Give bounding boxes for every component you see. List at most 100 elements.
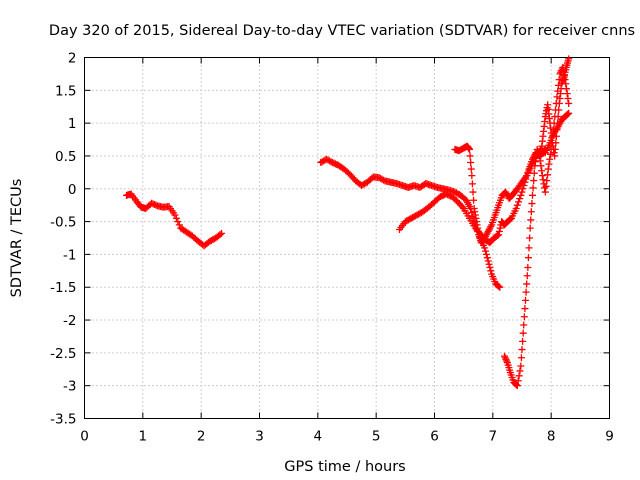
x-tick-label: 8 [547, 429, 556, 445]
data-point [555, 106, 563, 114]
data-point [514, 377, 522, 385]
x-tick-label: 5 [372, 429, 381, 445]
data-point [517, 362, 525, 370]
data-point [526, 234, 534, 242]
data-point [466, 152, 474, 160]
data-point [466, 145, 473, 153]
plot-frame [84, 57, 610, 419]
data-point [522, 173, 529, 181]
y-tick-label: -1.5 [50, 280, 76, 296]
data-point [542, 182, 550, 190]
data-point [552, 139, 560, 147]
data-point [519, 337, 527, 345]
x-tick-label: 2 [197, 429, 206, 445]
grid [84, 57, 610, 419]
data-point [564, 110, 572, 118]
x-tick-label: 0 [80, 429, 89, 445]
data-point [518, 188, 526, 196]
y-tick-label: 0 [68, 182, 77, 198]
data-point [544, 171, 552, 179]
data-point [515, 198, 522, 206]
data-point [524, 254, 532, 262]
data-point [470, 196, 478, 204]
y-tick-label: 1.5 [55, 83, 76, 99]
data-point [546, 155, 554, 163]
data-point [522, 288, 530, 296]
data-point [519, 329, 527, 337]
data-point [172, 214, 180, 222]
data-point [485, 260, 493, 268]
data-point [544, 165, 552, 173]
data-point [501, 354, 509, 362]
data-point [546, 150, 554, 158]
data-point [496, 224, 504, 232]
data-point [495, 282, 503, 290]
data-point [541, 188, 549, 196]
data-point [495, 227, 503, 235]
data-point [494, 232, 501, 240]
data-point [522, 296, 529, 304]
data-point [553, 126, 561, 134]
data-point [556, 70, 564, 78]
data-point [487, 223, 495, 231]
series-arc-6 [537, 55, 573, 160]
y-tick-label: -3 [63, 379, 76, 395]
series-arc-3 [396, 145, 549, 247]
series-arc-2 [317, 155, 504, 291]
data-point [467, 165, 475, 173]
data-point [520, 321, 528, 329]
data-point [526, 224, 534, 232]
data-point [468, 180, 476, 188]
y-tick-label: -3.5 [50, 412, 76, 428]
data-point [218, 229, 226, 237]
data-point [538, 167, 546, 175]
data-point [496, 283, 504, 291]
data-point [520, 313, 528, 321]
data-point [563, 90, 571, 98]
data-point [565, 99, 573, 107]
data-point [543, 177, 551, 185]
data-point [483, 254, 491, 262]
x-tick-label: 4 [314, 429, 323, 445]
data-point [551, 152, 559, 160]
data-point [512, 204, 520, 212]
data-point [515, 372, 523, 380]
data-point [512, 381, 520, 389]
data-point [538, 172, 546, 180]
y-axis-label: SDTVAR / TECUs [9, 179, 25, 298]
y-tick-label: 2 [68, 51, 77, 67]
data-point [523, 280, 531, 288]
data-point [524, 264, 532, 272]
data-point [467, 159, 475, 167]
series-arc-5 [501, 63, 573, 390]
y-tick-label: -2.5 [50, 346, 76, 362]
data-point [468, 172, 476, 180]
data-point [551, 145, 559, 153]
x-axis-label: GPS time / hours [284, 459, 405, 475]
data-point [516, 195, 524, 203]
data-point [481, 244, 489, 252]
data-point [527, 216, 535, 224]
y-tick-label: 0.5 [55, 149, 76, 165]
data-point [564, 95, 572, 103]
data-point [484, 257, 492, 265]
x-tick-label: 9 [605, 429, 614, 445]
data-point [487, 267, 495, 275]
x-tick-label: 3 [255, 429, 264, 445]
data-point [482, 247, 490, 255]
data-point [530, 169, 538, 177]
data-point [513, 382, 521, 390]
data-point [171, 211, 179, 219]
data-point [469, 188, 477, 196]
data-point [517, 191, 525, 199]
data-point [554, 119, 562, 127]
data-point [216, 231, 224, 239]
data-point [521, 305, 529, 313]
data-point [486, 264, 494, 272]
data-point [175, 221, 183, 229]
data-point [525, 244, 533, 252]
data-point [502, 355, 510, 363]
data-point [503, 357, 511, 365]
data-point [537, 162, 545, 170]
